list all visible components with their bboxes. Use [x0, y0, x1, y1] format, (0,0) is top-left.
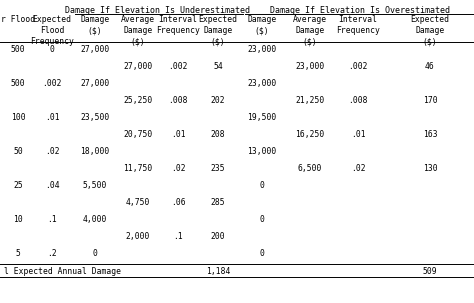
Text: .01: .01 — [171, 130, 185, 139]
Text: .04: .04 — [45, 181, 59, 190]
Text: 5,500: 5,500 — [83, 181, 107, 190]
Text: 13,000: 13,000 — [247, 147, 277, 156]
Text: 23,000: 23,000 — [247, 79, 277, 88]
Text: Expected
Damage
($): Expected Damage ($) — [410, 15, 449, 46]
Text: 27,000: 27,000 — [81, 45, 109, 54]
Text: 163: 163 — [423, 130, 438, 139]
Text: 23,500: 23,500 — [81, 113, 109, 122]
Text: 500: 500 — [11, 45, 25, 54]
Text: l Expected Annual Damage: l Expected Annual Damage — [4, 267, 121, 276]
Text: 10: 10 — [13, 215, 23, 224]
Text: 202: 202 — [210, 96, 225, 105]
Text: 130: 130 — [423, 164, 438, 173]
Text: .02: .02 — [171, 164, 185, 173]
Text: 5: 5 — [16, 249, 20, 258]
Text: 27,000: 27,000 — [123, 62, 153, 71]
Text: .06: .06 — [171, 198, 185, 207]
Text: 235: 235 — [210, 164, 225, 173]
Text: .01: .01 — [45, 113, 59, 122]
Text: 0: 0 — [92, 249, 98, 258]
Text: .01: .01 — [351, 130, 365, 139]
Text: Damage
($): Damage ($) — [81, 15, 109, 35]
Text: 6,500: 6,500 — [298, 164, 322, 173]
Text: Expected
Damage
($): Expected Damage ($) — [199, 15, 237, 46]
Text: r Flood: r Flood — [1, 15, 35, 24]
Text: 0: 0 — [260, 215, 264, 224]
Text: Average
Damage
($): Average Damage ($) — [293, 15, 327, 46]
Text: .1: .1 — [47, 215, 57, 224]
Text: 0: 0 — [260, 249, 264, 258]
Text: 170: 170 — [423, 96, 438, 105]
Text: 23,000: 23,000 — [295, 62, 325, 71]
Text: 46: 46 — [425, 62, 435, 71]
Text: Damage If Elevation Is Underestimated: Damage If Elevation Is Underestimated — [65, 6, 250, 15]
Text: 25,250: 25,250 — [123, 96, 153, 105]
Text: 500: 500 — [11, 79, 25, 88]
Text: 1,184: 1,184 — [206, 267, 230, 276]
Text: Average
Damage
($): Average Damage ($) — [121, 15, 155, 46]
Text: .1: .1 — [173, 232, 183, 241]
Text: .02: .02 — [45, 147, 59, 156]
Text: 200: 200 — [210, 232, 225, 241]
Text: Interval
Frequency: Interval Frequency — [336, 15, 380, 35]
Text: 19,500: 19,500 — [247, 113, 277, 122]
Text: 208: 208 — [210, 130, 225, 139]
Text: 27,000: 27,000 — [81, 79, 109, 88]
Text: 4,750: 4,750 — [126, 198, 150, 207]
Text: Damage If Elevation Is Overestimated: Damage If Elevation Is Overestimated — [270, 6, 450, 15]
Text: 11,750: 11,750 — [123, 164, 153, 173]
Text: 18,000: 18,000 — [81, 147, 109, 156]
Text: .008: .008 — [168, 96, 188, 105]
Text: 0: 0 — [50, 45, 55, 54]
Text: 0: 0 — [260, 181, 264, 190]
Text: 23,000: 23,000 — [247, 45, 277, 54]
Text: 21,250: 21,250 — [295, 96, 325, 105]
Text: Expected
Flood
Frequency: Expected Flood Frequency — [30, 15, 74, 46]
Text: 285: 285 — [210, 198, 225, 207]
Text: 16,250: 16,250 — [295, 130, 325, 139]
Text: .008: .008 — [348, 96, 368, 105]
Text: 4,000: 4,000 — [83, 215, 107, 224]
Text: .02: .02 — [351, 164, 365, 173]
Text: Interval
Frequency: Interval Frequency — [156, 15, 200, 35]
Text: .2: .2 — [47, 249, 57, 258]
Text: 50: 50 — [13, 147, 23, 156]
Text: 509: 509 — [423, 267, 438, 276]
Text: .002: .002 — [42, 79, 62, 88]
Text: .002: .002 — [168, 62, 188, 71]
Text: .002: .002 — [348, 62, 368, 71]
Text: Damage
($): Damage ($) — [247, 15, 277, 35]
Text: 20,750: 20,750 — [123, 130, 153, 139]
Text: 100: 100 — [11, 113, 25, 122]
Text: 54: 54 — [213, 62, 223, 71]
Text: 2,000: 2,000 — [126, 232, 150, 241]
Text: 25: 25 — [13, 181, 23, 190]
